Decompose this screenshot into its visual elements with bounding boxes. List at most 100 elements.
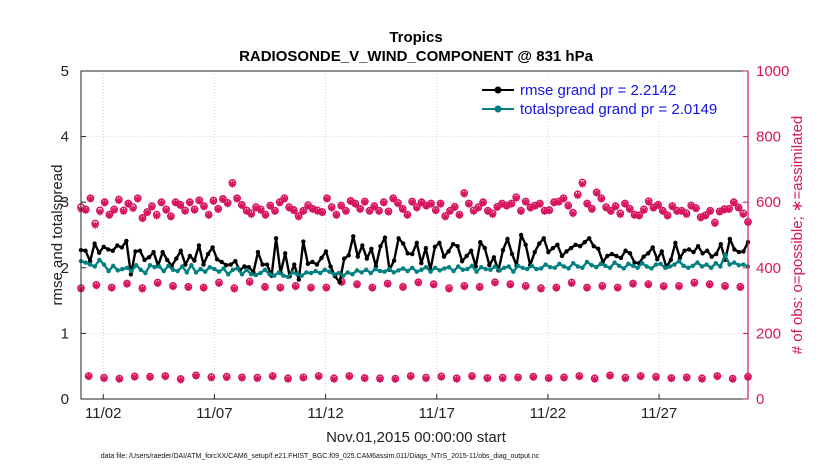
series-point-0 <box>686 247 692 252</box>
series-point-0 <box>378 243 383 249</box>
series-point-1 <box>442 266 447 271</box>
obs-low-assimilated <box>660 283 668 291</box>
chart-title: Tropics <box>389 29 442 46</box>
obs-high-assimilated <box>299 207 307 215</box>
series-point-0 <box>478 240 483 245</box>
legend-rmse-label: rmse grand pr = 2.2142 <box>520 82 676 99</box>
x-axis-label: Nov.01,2015 00:00:00 start <box>326 429 507 446</box>
obs-low-assimilated <box>414 279 422 287</box>
obs-low-assimilated <box>506 281 514 289</box>
obs-low-assimilated <box>437 373 445 381</box>
series-point-0 <box>346 253 351 258</box>
obs-high-assimilated <box>332 211 340 219</box>
series-point-0 <box>292 262 297 267</box>
series-point-1 <box>672 262 677 267</box>
obs-high-assimilated <box>389 195 397 203</box>
series-point-1 <box>387 266 392 272</box>
series-point-1 <box>207 264 212 270</box>
obs-low-assimilated <box>161 373 169 381</box>
series-point-1 <box>175 268 180 274</box>
y-right-tick-label: 400 <box>756 260 781 277</box>
series-point-1 <box>479 264 484 270</box>
legend-rmse-marker <box>494 86 502 94</box>
y-right-tick-label: 600 <box>756 194 781 211</box>
series-point-0 <box>210 245 215 250</box>
series-point-1 <box>249 272 254 277</box>
series-point-0 <box>110 248 115 253</box>
series-point-0 <box>518 232 524 238</box>
series-point-1 <box>106 268 111 274</box>
legend: rmse grand pr = 2.2142 totalspread grand… <box>476 75 738 121</box>
obs-high-assimilated <box>124 200 132 208</box>
obs-high-assimilated <box>110 206 118 214</box>
series-line-0 <box>80 233 750 284</box>
obs-low-assimilated <box>315 373 323 381</box>
series-point-0 <box>441 254 447 259</box>
series-point-1 <box>612 260 617 265</box>
series-point-1 <box>377 268 383 274</box>
obs-low-assimilated <box>652 374 660 382</box>
obs-high-assimilated <box>295 213 303 221</box>
series-point-0 <box>564 249 569 254</box>
series-point-0 <box>523 242 528 248</box>
obs-low-assimilated <box>223 374 231 382</box>
obs-high-assimilated <box>384 208 392 216</box>
series-point-1 <box>699 264 705 269</box>
series-point-0 <box>632 260 637 265</box>
x-tick-label: 11/17 <box>419 405 455 422</box>
series-point-1 <box>428 269 433 274</box>
series-point-1 <box>83 260 88 265</box>
obs-high-assimilated <box>512 194 520 202</box>
obs-high-assimilated <box>621 200 629 208</box>
series-point-0 <box>87 259 93 264</box>
series-point-1 <box>345 270 350 275</box>
series-point-0 <box>96 250 102 255</box>
obs-high-assimilated <box>276 199 284 207</box>
obs-high-assimilated <box>96 208 104 216</box>
series-point-1 <box>184 270 189 275</box>
series-point-0 <box>115 243 120 248</box>
obs-high-assimilated <box>692 205 700 213</box>
obs-low-assimilated <box>238 374 246 382</box>
series-point-1 <box>456 264 461 269</box>
series-point-0 <box>614 253 619 259</box>
series-point-1 <box>262 267 268 272</box>
series-point-1 <box>511 269 516 274</box>
obs-high-assimilated <box>105 211 113 219</box>
obs-high-assimilated <box>659 207 667 215</box>
series-point-0 <box>668 257 674 263</box>
series-point-1 <box>391 270 396 275</box>
obs-low-assimilated <box>529 373 537 381</box>
series-point-0 <box>183 262 188 267</box>
series-point-1 <box>276 270 281 275</box>
series-point-1 <box>741 262 746 267</box>
obs-high-assimilated <box>143 209 151 217</box>
obs-low-assimilated <box>154 280 162 288</box>
obs-high-assimilated <box>361 198 369 206</box>
obs-high-assimilated <box>550 199 558 207</box>
obs-low-assimilated <box>683 374 691 382</box>
series-point-0 <box>264 262 270 267</box>
series-point-0 <box>605 253 610 259</box>
y-right-tick-label: 200 <box>756 325 781 342</box>
series-point-1 <box>327 269 332 274</box>
y-left-tick-label: 0 <box>61 391 69 408</box>
series-point-0 <box>174 256 179 261</box>
series-point-1 <box>676 259 682 264</box>
obs-low-assimilated <box>675 283 683 291</box>
obs-high-assimilated <box>560 195 568 203</box>
obs-high-assimilated <box>664 212 672 220</box>
obs-high-assimilated <box>375 207 383 215</box>
series-point-1 <box>538 266 544 271</box>
obs-high-assimilated <box>687 202 695 210</box>
y-left-tick-label: 5 <box>61 63 69 80</box>
series-point-0 <box>446 249 451 254</box>
series-point-0 <box>582 240 587 245</box>
obs-high-assimilated <box>474 204 482 212</box>
y-right-tick-label: 0 <box>756 391 764 408</box>
series-point-0 <box>165 257 170 263</box>
series-point-1 <box>239 272 245 277</box>
series-point-0 <box>673 240 678 246</box>
series-point-0 <box>573 242 578 248</box>
series-point-1 <box>571 261 576 266</box>
